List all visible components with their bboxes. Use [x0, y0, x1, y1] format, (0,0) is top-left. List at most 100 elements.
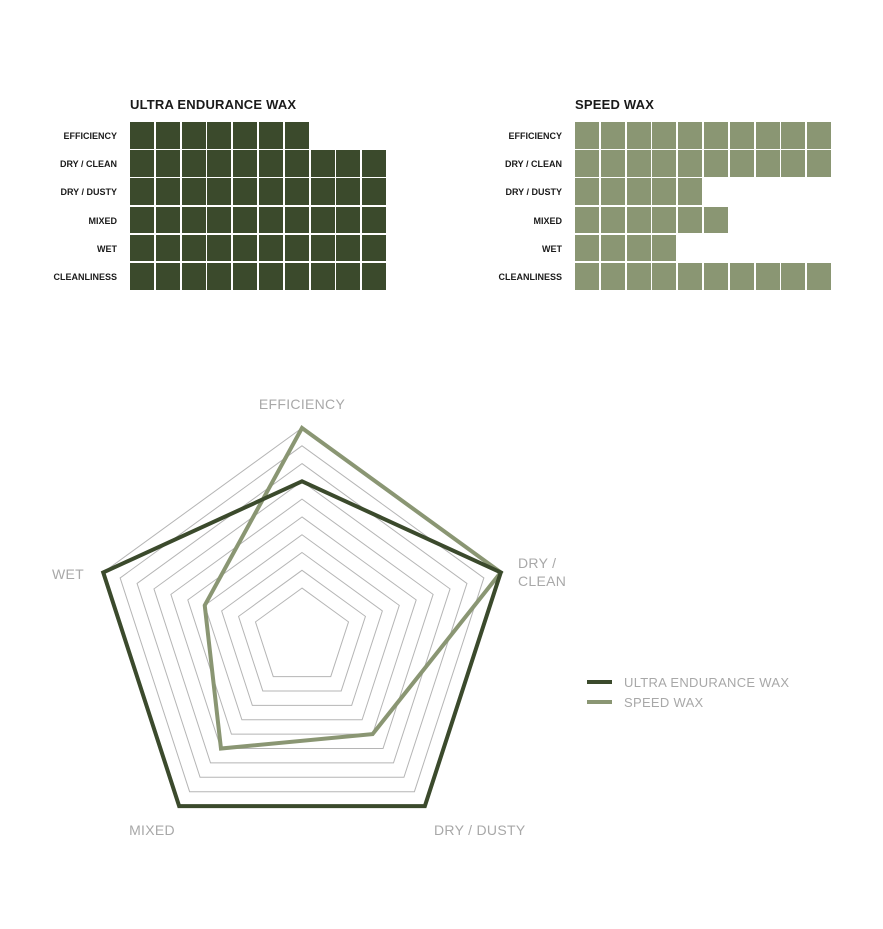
row-label: WET [542, 243, 562, 254]
waffle-cell [259, 122, 283, 149]
waffle-cell [626, 150, 651, 177]
legend-label: SPEED WAX [624, 695, 704, 710]
waffle-cell [678, 150, 703, 177]
waffle-cell [678, 263, 703, 290]
grid-ring [254, 587, 350, 678]
waffle-cell [155, 234, 180, 262]
row-label: DRY / CLEAN [504, 159, 562, 170]
waffle-cell [729, 263, 754, 290]
axis-label: WET [52, 566, 84, 582]
waffle-cell [652, 150, 677, 177]
speed-wax-title: SPEED WAX [575, 97, 655, 112]
waffle-cell [259, 234, 283, 262]
waffle-cell [652, 234, 677, 262]
waffle-cell [729, 122, 754, 149]
row-label: DRY / DUSTY [60, 187, 117, 198]
grid-ring [187, 516, 417, 735]
grid-ring [237, 569, 367, 692]
waffle-cell [807, 263, 832, 290]
waffle-cell [130, 206, 154, 234]
waffle-cell [130, 234, 154, 262]
waffle-cell [310, 263, 335, 290]
waffle-cell [233, 234, 258, 262]
waffle-cell [600, 122, 625, 149]
axis-label: DRY / [518, 555, 556, 571]
waffle-cell [626, 234, 651, 262]
waffle-cell [336, 178, 361, 205]
waffle-cell [284, 206, 309, 234]
axis-label: CLEAN [518, 573, 566, 589]
waffle-cell [575, 206, 599, 234]
waffle-cell [181, 206, 206, 234]
waffle-cell [652, 122, 677, 149]
waffle-cell [781, 150, 806, 177]
waffle-cell [626, 122, 651, 149]
waffle-cell [155, 150, 180, 177]
waffle-cell [130, 178, 154, 205]
waffle-cell [207, 263, 232, 290]
waffle-cell [626, 206, 651, 234]
waffle-cell [600, 178, 625, 205]
waffle-cell [181, 263, 206, 290]
waffle-cell [781, 122, 806, 149]
waffle-cell [575, 178, 599, 205]
waffle-cell [575, 150, 599, 177]
waffle-cell [600, 263, 625, 290]
waffle-cell [575, 234, 599, 262]
series-polygon [202, 425, 504, 751]
waffle-cell [155, 122, 180, 149]
waffle-cell [207, 178, 232, 205]
axis-label: EFFICIENCY [259, 396, 346, 412]
grid-ring [119, 445, 485, 793]
waffle-cell [755, 122, 780, 149]
waffle-cell [181, 178, 206, 205]
waffle-cell [181, 122, 206, 149]
waffle-cell [130, 263, 154, 290]
waffle-cell [310, 150, 335, 177]
waffle-cell [755, 150, 780, 177]
waffle-cell [678, 122, 703, 149]
waffle-cell [155, 178, 180, 205]
waffle-cell [704, 150, 728, 177]
waffle-cell [575, 263, 599, 290]
waffle-cell [310, 178, 335, 205]
waffle-cell [362, 150, 387, 177]
waffle-cell [362, 234, 387, 262]
waffle-cell [284, 122, 309, 149]
waffle-cell [233, 206, 258, 234]
waffle-cell [704, 206, 728, 234]
row-label: EFFICIENCY [508, 131, 562, 141]
waffle-cell [678, 178, 703, 205]
waffle-cell [781, 263, 806, 290]
waffle-cell [807, 150, 832, 177]
waffle-cell [233, 150, 258, 177]
ultra-wax-title: ULTRA ENDURANCE WAX [130, 97, 297, 112]
waffle-cell [155, 206, 180, 234]
waffle-cell [207, 206, 232, 234]
waffle-cell [233, 178, 258, 205]
waffle-cell [336, 150, 361, 177]
row-label: DRY / DUSTY [505, 187, 562, 198]
waffle-cell [600, 234, 625, 262]
waffle-cell [704, 122, 728, 149]
row-label: MIXED [533, 215, 562, 226]
waffle-cell [155, 263, 180, 290]
waffle-cell [284, 178, 309, 205]
row-label: CLEANLINESS [53, 272, 117, 282]
waffle-cell [755, 263, 780, 290]
row-label: CLEANLINESS [498, 272, 562, 282]
waffle-cell [600, 150, 625, 177]
waffle-cell [207, 150, 232, 177]
waffle-cell [130, 122, 154, 149]
waffle-cell [130, 150, 154, 177]
waffle-cell [626, 178, 651, 205]
waffle-cell [259, 178, 283, 205]
waffle-cell [259, 263, 283, 290]
waffle-cell [284, 150, 309, 177]
waffle-cell [207, 122, 232, 149]
legend-label: ULTRA ENDURANCE WAX [624, 675, 789, 690]
waffle-cell [362, 206, 387, 234]
series-polygon [100, 479, 504, 809]
